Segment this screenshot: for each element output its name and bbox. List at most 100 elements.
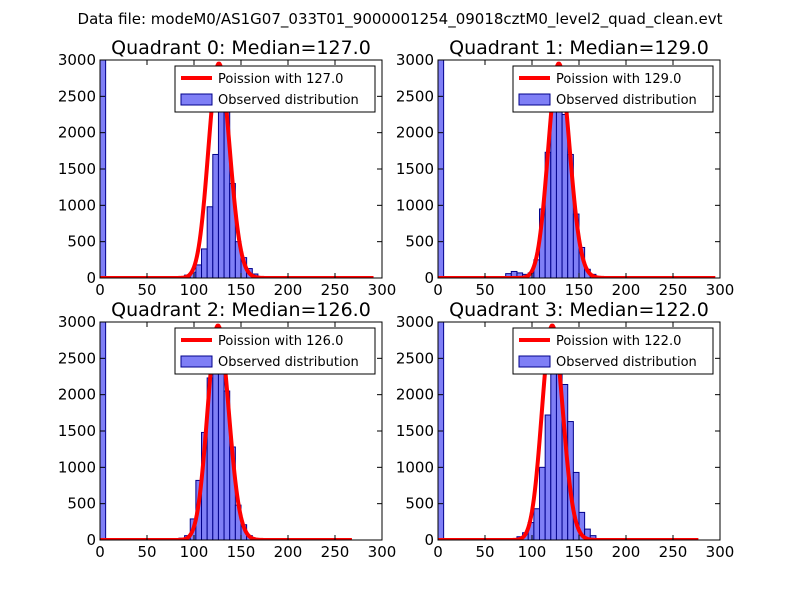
x-tick-label: 150 xyxy=(565,543,594,561)
x-tick-label: 100 xyxy=(180,543,209,561)
y-tick-label: 3000 xyxy=(396,51,434,69)
x-tick-label: 300 xyxy=(706,543,735,561)
x-tick-label: 200 xyxy=(274,543,303,561)
x-tick-label: 150 xyxy=(227,543,256,561)
x-tick-label: 250 xyxy=(659,281,688,299)
quadrant-0-panel: Quadrant 0: Median=127.0 0 50 100 150 200 250 3… xyxy=(58,37,397,299)
quadrant-1-panel: Quadrant 1: Median=129.0 0 50 100 150 200 250 3… xyxy=(396,37,735,299)
x-tick-label: 0 xyxy=(95,543,105,561)
x-tick-label: 200 xyxy=(612,281,641,299)
histogram-bar xyxy=(206,206,214,278)
panel-title: Quadrant 2: Median=126.0 xyxy=(111,299,371,321)
x-tick-label: 200 xyxy=(274,281,303,299)
x-tick-label: 50 xyxy=(475,543,494,561)
y-tick-label: 0 xyxy=(86,531,96,549)
x-tick-label: 300 xyxy=(368,543,397,561)
legend: Poission with 122.0 Observed distribution xyxy=(512,327,714,375)
poisson-line xyxy=(100,61,375,278)
x-tick-label: 0 xyxy=(433,543,443,561)
x-tick-label: 50 xyxy=(137,543,156,561)
x-tick-label: 100 xyxy=(518,543,547,561)
y-tick-label: 2500 xyxy=(58,87,96,105)
y-tick-label: 2500 xyxy=(58,349,96,367)
histogram-bar xyxy=(217,104,225,278)
x-tick-label: 0 xyxy=(95,281,105,299)
legend-bar-swatch xyxy=(518,93,551,106)
y-tick-label: 1500 xyxy=(396,422,434,440)
legend-label-poisson: Poission with 126.0 xyxy=(218,334,343,349)
histogram-bar xyxy=(544,414,552,540)
panel-title: Quadrant 0: Median=127.0 xyxy=(111,37,371,59)
x-tick-label: 200 xyxy=(612,543,641,561)
y-tick-label: 1000 xyxy=(396,196,434,214)
y-tick-label: 1500 xyxy=(58,422,96,440)
legend-bar-swatch xyxy=(180,355,213,368)
y-tick-label: 0 xyxy=(424,531,434,549)
x-tick-label: 50 xyxy=(475,281,494,299)
y-tick-label: 1500 xyxy=(58,160,96,178)
y-tick-label: 1500 xyxy=(396,160,434,178)
panel-title: Quadrant 1: Median=129.0 xyxy=(449,37,709,59)
x-tick-label: 150 xyxy=(565,281,594,299)
legend-label-poisson: Poission with 122.0 xyxy=(556,334,681,349)
legend: Poission with 127.0 Observed distribution xyxy=(174,65,376,113)
x-tick-label: 300 xyxy=(368,281,397,299)
histogram-bar xyxy=(550,362,557,540)
legend-label-observed: Observed distribution xyxy=(218,93,359,108)
panel-title: Quadrant 3: Median=122.0 xyxy=(449,299,709,321)
y-tick-label: 500 xyxy=(405,233,434,251)
x-tick-label: 50 xyxy=(137,281,156,299)
axes-frame xyxy=(437,59,721,279)
y-tick-label: 2000 xyxy=(58,386,96,404)
histogram-bar xyxy=(533,508,541,540)
y-tick-label: 500 xyxy=(67,495,96,513)
y-tick-label: 2000 xyxy=(58,124,96,142)
legend-label-observed: Observed distribution xyxy=(556,355,697,370)
poisson-line xyxy=(100,323,353,540)
legend-label-poisson: Poission with 129.0 xyxy=(556,72,681,87)
y-tick-label: 1000 xyxy=(396,458,434,476)
x-tick-label: 250 xyxy=(659,543,688,561)
y-tick-label: 500 xyxy=(67,233,96,251)
legend-label-observed: Observed distribution xyxy=(556,93,697,108)
figure-title: Data file: modeM0/AS1G07_033T01_90000012… xyxy=(78,10,723,29)
axes-frame xyxy=(99,321,383,541)
legend-bar-swatch xyxy=(518,355,551,368)
legend: Poission with 126.0 Observed distribution xyxy=(174,327,376,375)
histogram-bar xyxy=(555,94,563,278)
histogram-bar xyxy=(212,153,219,278)
y-tick-label: 3000 xyxy=(58,51,96,69)
y-tick-label: 3000 xyxy=(396,313,434,331)
legend-bar-swatch xyxy=(180,93,213,106)
axes-frame xyxy=(437,321,721,541)
y-tick-label: 2500 xyxy=(396,87,434,105)
quadrant-3-panel: Quadrant 3: Median=122.0 0 50 100 150 200 250 3… xyxy=(396,299,735,561)
y-tick-label: 0 xyxy=(424,269,434,287)
y-tick-label: 1000 xyxy=(58,458,96,476)
legend: Poission with 129.0 Observed distribution xyxy=(512,65,714,113)
quadrant-2-panel: Quadrant 2: Median=126.0 0 50 100 150 200 250 3… xyxy=(58,299,397,561)
y-tick-label: 0 xyxy=(86,269,96,287)
x-tick-label: 250 xyxy=(321,543,350,561)
x-tick-label: 300 xyxy=(706,281,735,299)
x-tick-label: 150 xyxy=(227,281,256,299)
y-tick-label: 500 xyxy=(405,495,434,513)
legend-label-poisson: Poission with 127.0 xyxy=(218,72,343,87)
poisson-line xyxy=(438,323,700,540)
x-tick-label: 250 xyxy=(321,281,350,299)
poisson-line xyxy=(438,61,717,278)
y-tick-label: 2500 xyxy=(396,349,434,367)
histogram-bar xyxy=(201,248,208,278)
y-tick-label: 3000 xyxy=(58,313,96,331)
histogram-bar xyxy=(195,264,203,278)
axes-frame xyxy=(99,59,383,279)
y-tick-label: 2000 xyxy=(396,124,434,142)
histogram-bar xyxy=(550,110,557,278)
y-tick-label: 1000 xyxy=(58,196,96,214)
x-tick-label: 100 xyxy=(180,281,209,299)
histogram-bar xyxy=(217,370,225,540)
x-tick-label: 100 xyxy=(518,281,547,299)
x-tick-label: 0 xyxy=(433,281,443,299)
legend-label-observed: Observed distribution xyxy=(218,355,359,370)
